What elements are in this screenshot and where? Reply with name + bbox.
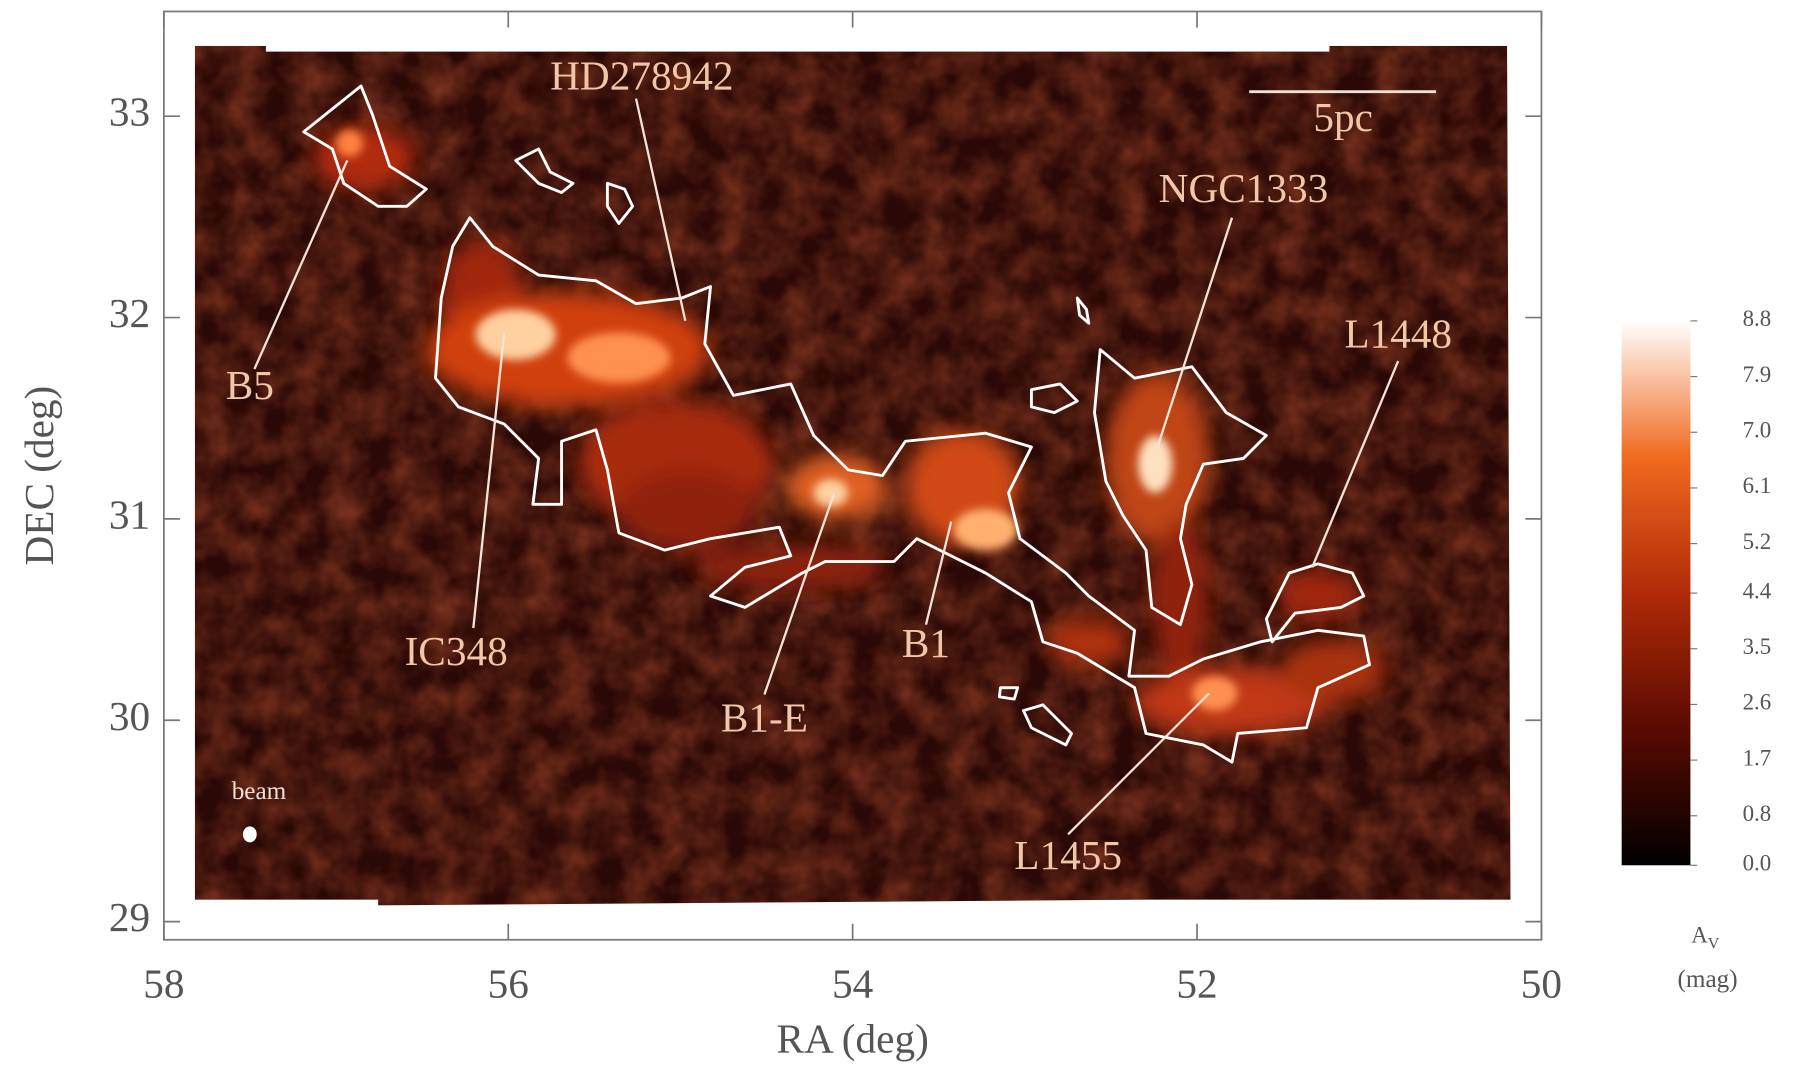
annotation-label: HD278942	[550, 53, 733, 99]
annotation-label: B5	[226, 362, 274, 408]
beam-label: beam	[232, 778, 287, 805]
axes: 58 56 54 52 50 29 30 31 32 33	[109, 11, 1562, 1006]
annotation-leader	[763, 492, 836, 695]
annotation-leader	[253, 159, 349, 370]
colorbar-tick-label: 5.2	[1743, 529, 1772, 554]
y-tick-label: 31	[109, 491, 150, 537]
colorbar-subscript: V	[1708, 935, 1720, 952]
colorbar-tick-label: 7.0	[1743, 418, 1772, 443]
annotation-leader	[634, 98, 687, 322]
colorbar-tick-label: 0.8	[1743, 801, 1772, 826]
annotation-label: L1448	[1344, 311, 1452, 357]
colorbar-unit: (mag)	[1678, 966, 1738, 993]
annotations: HD278942 B5 IC348 B1-E B1 NGC1333 L1448 L1455	[226, 53, 1452, 878]
annotation-leader	[1156, 217, 1234, 448]
x-tick-label: 56	[488, 960, 529, 1006]
colorbar-label: AV	[1691, 923, 1720, 952]
colorbar-tick-label: 4.4	[1743, 578, 1772, 603]
colorbar-tick-label: 3.5	[1743, 634, 1772, 659]
x-axis-label: RA (deg)	[776, 1015, 928, 1062]
annotation-leader	[1311, 360, 1400, 568]
annotation-label: B1	[902, 620, 950, 666]
colorbar-tick-label: 6.1	[1743, 473, 1772, 498]
y-tick-label: 30	[109, 693, 150, 739]
x-tick-label: 52	[1176, 960, 1217, 1006]
colorbar-tick-label: 0.0	[1743, 851, 1772, 876]
y-tick-label: 32	[109, 290, 150, 336]
annotation-label: NGC1333	[1159, 165, 1329, 211]
x-tick-label: 50	[1521, 960, 1562, 1006]
colorbar-tick-label: 1.7	[1743, 745, 1772, 770]
annotation-leader	[1067, 692, 1210, 836]
colorbar-symbol: A	[1691, 923, 1708, 948]
colorbar-tick-label: 8.8	[1743, 306, 1772, 331]
x-tick-label: 58	[143, 960, 184, 1006]
contours	[302, 84, 1371, 764]
annotation-label: IC348	[405, 628, 508, 674]
scale-bar-label: 5pc	[1313, 94, 1373, 140]
annotation-label: B1-E	[721, 694, 808, 740]
x-tick-label: 54	[832, 960, 873, 1006]
y-axis-label: DEC (deg)	[16, 386, 63, 566]
colorbar-tick-label: 2.6	[1743, 690, 1772, 715]
annotation-leader	[472, 332, 506, 629]
colorbar-tick-label: 7.9	[1743, 362, 1772, 387]
extinction-map	[194, 45, 1511, 906]
colorbar	[1621, 320, 1691, 866]
y-tick-label: 29	[109, 894, 150, 940]
annotation-label: L1455	[1014, 832, 1122, 878]
annotation-leader	[924, 521, 953, 625]
beam-marker	[242, 826, 257, 843]
y-tick-label: 33	[109, 89, 150, 135]
